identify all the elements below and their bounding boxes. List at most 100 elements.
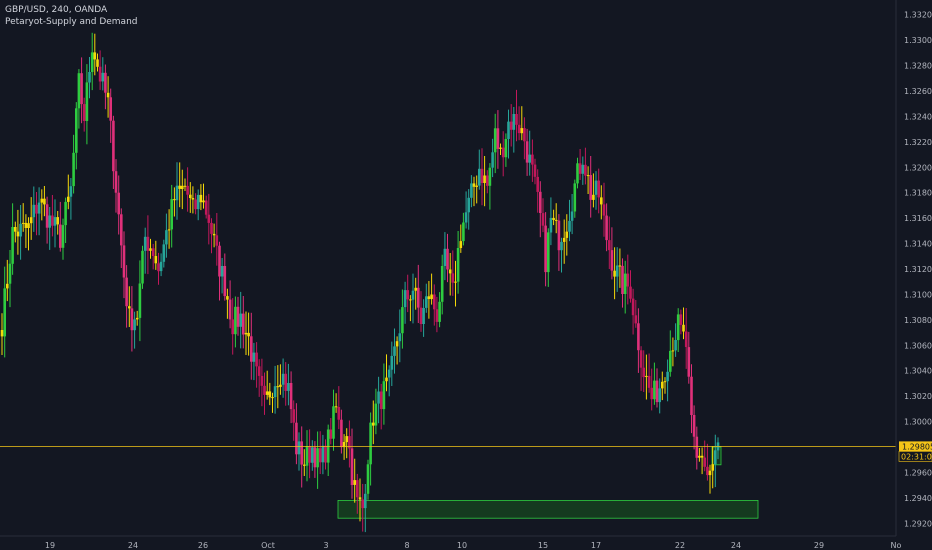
- candle-body: [284, 373, 287, 391]
- candle-body: [51, 215, 54, 226]
- candle-body: [77, 73, 81, 109]
- candle-body: [491, 152, 494, 168]
- symbol-title[interactable]: GBP/USD, 240, OANDA: [5, 5, 108, 15]
- time-axis[interactable]: 19 24 26 Oct 3 8 10 15 17 22 24 29 No: [45, 541, 902, 550]
- candle-body: [183, 185, 187, 187]
- candle-body: [682, 324, 685, 332]
- countdown-tag-text: 02:31:06: [901, 452, 932, 461]
- price-tick-label: 1.30600: [904, 341, 932, 350]
- candle-body: [120, 214, 123, 246]
- candle-body: [454, 281, 457, 283]
- candle-body: [64, 201, 67, 226]
- candle-body: [167, 229, 171, 231]
- candle-body: [464, 212, 468, 223]
- price-tick-label: 1.30400: [904, 367, 932, 376]
- candle-body: [653, 380, 656, 400]
- candle-body: [361, 499, 364, 509]
- candle-body: [459, 241, 463, 248]
- candle-body: [650, 387, 653, 400]
- candle-body: [128, 306, 131, 309]
- candle-body: [45, 204, 49, 228]
- candle-body: [621, 265, 624, 294]
- candle-body: [72, 152, 75, 187]
- time-tick-label: 10: [457, 541, 467, 550]
- candle-body: [443, 248, 447, 266]
- candle-body: [602, 204, 606, 216]
- candle-body: [191, 198, 195, 200]
- candle-body: [48, 215, 51, 228]
- candle-body: [581, 164, 585, 174]
- candle-body: [101, 72, 105, 82]
- candle-body: [658, 388, 661, 403]
- price-tick-label: 1.30000: [904, 418, 932, 427]
- candle-body: [212, 233, 216, 236]
- candle-body: [196, 194, 200, 210]
- candle-body: [706, 466, 709, 476]
- candle-body: [88, 72, 91, 83]
- candle-body: [239, 313, 242, 327]
- candle-body: [114, 171, 118, 193]
- candle-body: [562, 237, 566, 242]
- candle-body: [409, 299, 412, 301]
- candle-body: [382, 381, 386, 410]
- time-tick-label: 8: [404, 541, 409, 550]
- candle-body: [422, 308, 425, 324]
- time-tick-label: 26: [198, 541, 208, 550]
- candle-body: [470, 183, 473, 198]
- candle-body: [165, 230, 168, 245]
- candle-body: [395, 341, 399, 347]
- candle-body: [186, 185, 189, 195]
- price-tick-label: 1.30200: [904, 392, 932, 401]
- candle-body: [69, 186, 73, 197]
- candle-body: [202, 200, 205, 203]
- candle-body: [708, 470, 712, 476]
- candle-body: [435, 309, 439, 322]
- candle-body: [276, 386, 280, 388]
- candle-body: [669, 350, 672, 372]
- candle-body: [523, 128, 526, 142]
- candle-body: [634, 315, 638, 324]
- last-price-tag-text: 1.29805: [902, 442, 932, 451]
- candle-body: [687, 347, 691, 377]
- candle-body: [427, 296, 431, 299]
- candle-body: [348, 436, 351, 449]
- candle-body: [403, 290, 407, 308]
- candle-body: [334, 406, 338, 408]
- last-price-tag-bg: [899, 441, 932, 452]
- candle-body: [154, 256, 158, 264]
- candle-body: [337, 407, 341, 420]
- candle-body: [589, 175, 592, 200]
- candle-body: [321, 445, 325, 463]
- candle-body: [586, 175, 590, 177]
- candle-body: [472, 183, 476, 187]
- indicator-title[interactable]: Petaryot-Supply and Demand: [5, 17, 138, 27]
- candle-body: [90, 52, 94, 72]
- candle-body: [21, 222, 25, 224]
- candle-body: [265, 391, 269, 395]
- candle-body: [480, 168, 484, 183]
- time-tick-label: Oct: [261, 541, 275, 550]
- candle-body: [109, 97, 112, 121]
- time-tick-label: 29: [814, 541, 824, 550]
- candle-body: [512, 114, 516, 130]
- candle-body: [308, 446, 311, 463]
- candle-body: [501, 147, 505, 158]
- candle-body: [204, 200, 208, 215]
- candle-body: [425, 296, 428, 308]
- candle-body: [448, 269, 452, 274]
- candle-body: [372, 422, 375, 426]
- candle-body: [536, 176, 539, 192]
- price-tick-label: 1.31200: [904, 265, 932, 274]
- price-tick-label: 1.31800: [904, 189, 932, 198]
- candle-body: [544, 225, 547, 273]
- candle-body: [390, 355, 394, 370]
- candle-body: [557, 220, 561, 251]
- candle-body: [311, 447, 314, 463]
- candle-body: [14, 227, 17, 232]
- candle-body: [618, 265, 622, 267]
- candle-body: [597, 180, 600, 198]
- candle-body: [647, 375, 651, 388]
- candle-body: [671, 350, 675, 352]
